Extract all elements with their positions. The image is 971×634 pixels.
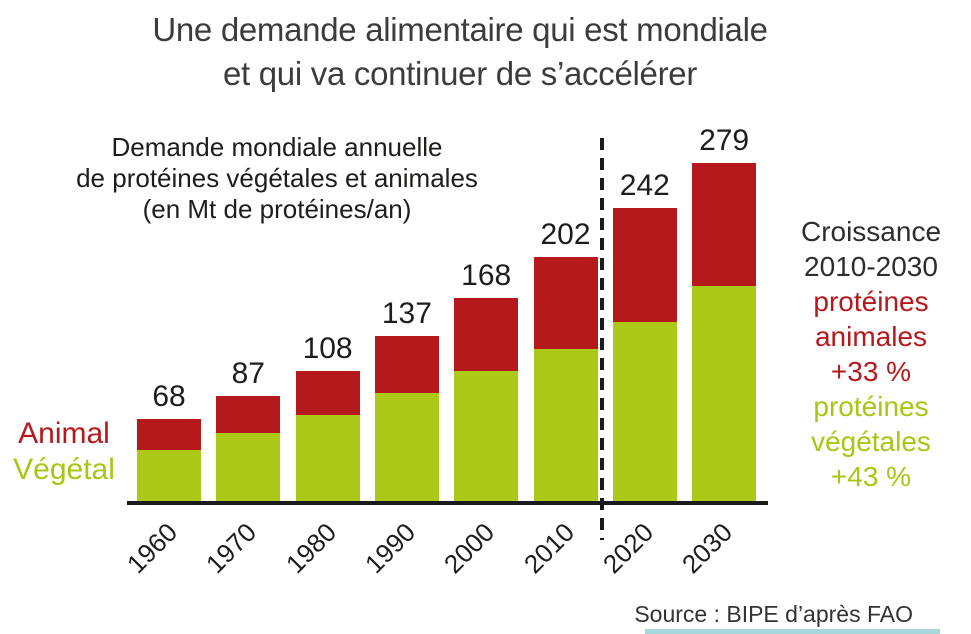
bar-1980-vegetal-segment (295, 414, 360, 502)
bar-2010-vegetal-segment (533, 348, 598, 502)
bar-2020-animal-segment (612, 207, 677, 323)
page-title-line1: Une demande alimentaire qui est mondiale (152, 11, 768, 48)
x-tick-label-1960: 1960 (120, 516, 184, 580)
footer-accent-bar (645, 629, 940, 634)
x-tick-label-1970: 1970 (200, 516, 263, 580)
bar-1960-animal-segment (137, 419, 201, 450)
forecast-divider-dashed-line (600, 138, 604, 540)
bar-1970-total-label: 87 (231, 357, 265, 391)
bar-1990-animal-segment (374, 335, 439, 393)
x-axis-line (127, 501, 768, 505)
source-credit: Source : BIPE d’après FAO (634, 601, 913, 627)
bar-2010-animal-segment (533, 256, 598, 349)
bar-2000-total-label: 168 (461, 258, 512, 292)
growth-vegetal-line2: végétales (811, 426, 931, 457)
bar-1960-total-label: 68 (152, 380, 186, 414)
chart-subtitle-line1: Demande mondiale annuelle (111, 132, 443, 162)
x-tick-label-1990: 1990 (358, 516, 421, 580)
bar-2030-animal-segment (692, 163, 757, 286)
page-title: Une demande alimentaire qui est mondiale… (0, 8, 920, 96)
bar-1970-vegetal-segment (216, 432, 281, 502)
legend-animal-label: Animal (18, 417, 110, 450)
bar-2000-animal-segment (454, 297, 519, 371)
x-tick-label-1980: 1980 (279, 516, 342, 580)
bar-1990-total-label: 137 (381, 296, 432, 330)
chart-subtitle: Demande mondiale annuelle de protéines v… (57, 132, 497, 225)
series-legend: Animal Végétal (5, 416, 123, 488)
legend-vegetal-label: Végétal (13, 453, 115, 486)
growth-annotation: Croissance 2010-2030 protéines animales … (783, 214, 959, 494)
x-tick-label-2020: 2020 (596, 516, 659, 580)
bar-1960-vegetal-segment (137, 449, 201, 502)
bar-2020-total-label: 242 (619, 168, 670, 202)
x-tick-label-2000: 2000 (438, 516, 501, 580)
page-title-line2: et qui va continuer de s’accélérer (222, 55, 698, 92)
bar-1980-total-label: 108 (302, 331, 353, 365)
growth-vegetal-value: +43 % (830, 461, 912, 492)
bar-2010-total-label: 202 (540, 217, 591, 251)
growth-vegetal-line1: protéines (813, 391, 929, 422)
bar-1990-vegetal-segment (374, 392, 439, 502)
growth-animal-line1: protéines (813, 286, 929, 317)
growth-heading-line2: 2010-2030 (804, 251, 938, 282)
bar-1980-animal-segment (295, 370, 360, 415)
chart-subtitle-line2: de protéines végétales et animales (76, 163, 478, 193)
bar-1970-animal-segment (216, 396, 281, 433)
x-tick-label-2010: 2010 (517, 516, 580, 580)
bar-2000-vegetal-segment (454, 370, 519, 502)
bar-2020-vegetal-segment (612, 322, 677, 502)
x-tick-label-2030: 2030 (676, 516, 739, 580)
bar-2030-vegetal-segment (692, 285, 757, 502)
growth-animal-value: +33 % (830, 356, 912, 387)
chart-subtitle-line3: (en Mt de protéines/an) (142, 194, 412, 224)
growth-heading-line1: Croissance (800, 216, 942, 247)
growth-animal-line2: animales (814, 321, 928, 352)
bar-2030-total-label: 279 (699, 124, 750, 157)
